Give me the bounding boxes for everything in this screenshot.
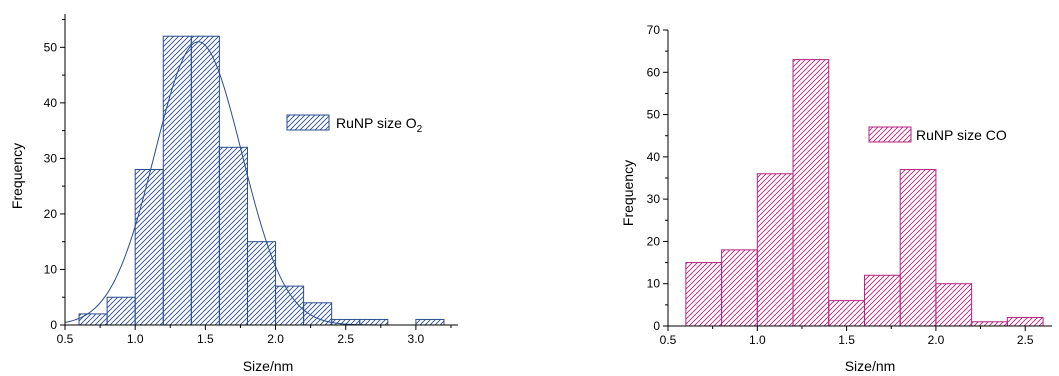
y-tick-label: 70 — [647, 23, 661, 37]
x-tick-label: 0.5 — [660, 333, 677, 347]
x-tick-label: 2.0 — [267, 332, 284, 346]
legend-label: RuNP size CO — [916, 127, 1007, 143]
x-ticks: 0.5 1.0 1.5 2.0 2.5 — [660, 326, 1034, 347]
x-tick-label: 1.5 — [838, 333, 855, 347]
bar — [935, 283, 973, 327]
bar — [971, 321, 1008, 327]
x-tick-label: 2.5 — [1017, 333, 1034, 347]
bar — [190, 35, 220, 326]
bar — [162, 35, 192, 326]
bar — [415, 318, 445, 326]
bars — [685, 59, 1044, 327]
bar — [134, 169, 164, 326]
bar — [756, 173, 794, 327]
y-tick-label: 30 — [44, 151, 58, 165]
y-tick-label: 50 — [647, 108, 661, 122]
bar — [1006, 317, 1044, 327]
legend: RuNP size O2 — [286, 114, 423, 135]
x-tick-label: 1.0 — [749, 333, 766, 347]
bar — [218, 146, 248, 326]
y-tick-label: 10 — [44, 262, 58, 276]
bar — [685, 262, 723, 327]
bar — [359, 318, 389, 326]
legend-label-subscript: 2 — [417, 124, 423, 135]
y-tick-label: 40 — [44, 96, 58, 110]
y-tick-label: 10 — [647, 277, 661, 291]
x-axis-title: Size/nm — [845, 358, 896, 374]
y-ticks: 0 10 20 30 40 50 — [44, 19, 65, 332]
x-tick-label: 2.5 — [337, 332, 354, 346]
y-tick-label: 60 — [647, 65, 661, 79]
bars — [78, 35, 445, 326]
bar — [863, 274, 901, 327]
histogram-o2: 0.5 1.0 1.5 2.0 2.5 3.0 0 10 20 30 40 50 Size/nm F… — [9, 14, 458, 374]
x-axis-title: Size/nm — [243, 358, 294, 374]
y-tick-label: 20 — [44, 207, 58, 221]
legend-swatch — [286, 114, 330, 131]
y-tick-label: 40 — [647, 150, 661, 164]
bar — [721, 249, 758, 327]
legend-swatch — [868, 126, 912, 143]
bar — [828, 300, 865, 327]
y-tick-label: 50 — [44, 40, 58, 54]
x-tick-label: 0.5 — [57, 332, 74, 346]
y-axis-title: Frequency — [9, 143, 25, 209]
x-tick-label: 1.5 — [197, 332, 214, 346]
x-ticks: 0.5 1.0 1.5 2.0 2.5 3.0 — [57, 325, 452, 346]
bar — [78, 313, 108, 326]
y-tick-label: 0 — [50, 318, 57, 332]
y-ticks: 0 10 20 30 40 50 60 70 — [647, 23, 668, 333]
x-tick-label: 1.0 — [127, 332, 144, 346]
y-axis-title: Frequency — [620, 160, 636, 226]
legend: RuNP size CO — [868, 126, 1007, 143]
legend-label: RuNP size O2 — [336, 115, 423, 135]
bar — [106, 296, 136, 326]
legend-label-main: RuNP size O — [336, 115, 417, 131]
bar — [899, 169, 937, 327]
y-tick-label: 0 — [653, 319, 660, 333]
bar — [792, 59, 830, 327]
x-tick-label: 2.0 — [928, 333, 945, 347]
y-tick-label: 20 — [647, 234, 661, 248]
x-tick-label: 3.0 — [408, 332, 425, 346]
y-tick-label: 30 — [647, 192, 661, 206]
